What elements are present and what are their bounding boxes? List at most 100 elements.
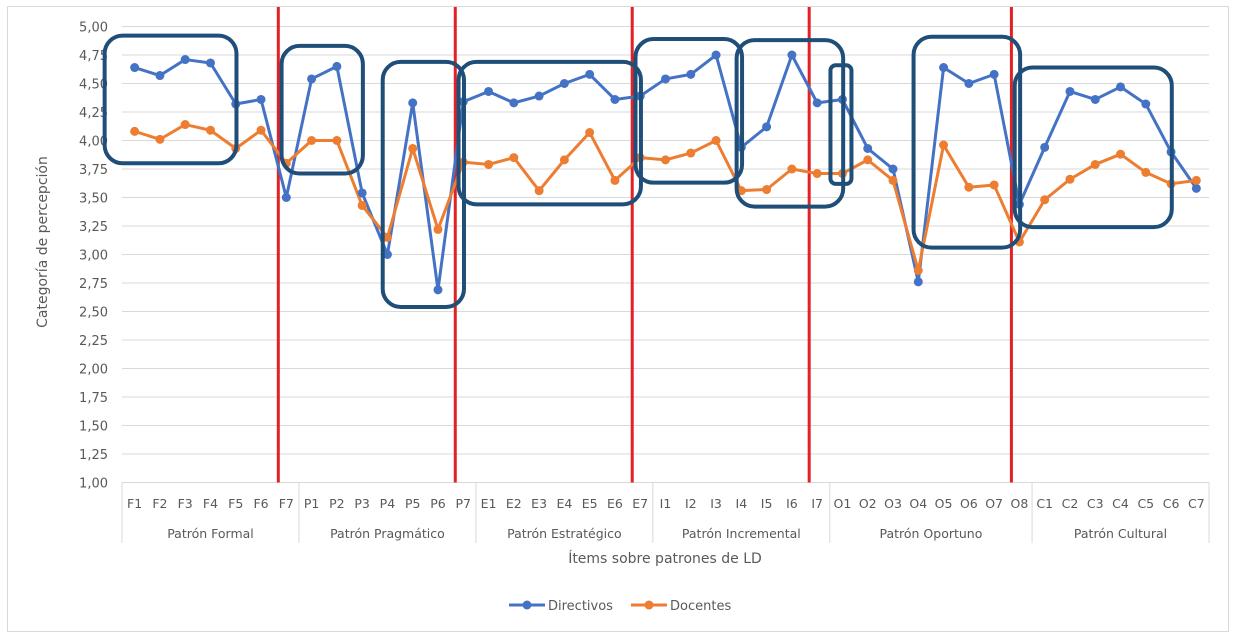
x-tick-label: I2 — [685, 496, 697, 511]
highlight-box — [279, 43, 365, 176]
data-point-directivos — [1141, 99, 1151, 109]
data-point-directivos — [408, 98, 418, 108]
data-point-docentes — [408, 143, 418, 153]
legend-item-directivos[interactable]: Directivos — [509, 599, 613, 614]
y-axis-title: Categoría de percepción — [35, 156, 51, 328]
highlight-box — [633, 37, 745, 185]
data-point-directivos — [939, 63, 949, 73]
y-tick-label: 3,25 — [79, 220, 108, 235]
data-point-docentes — [155, 134, 165, 144]
legend-item-docentes[interactable]: Docentes — [631, 599, 731, 614]
data-point-docentes — [661, 155, 670, 165]
x-tick-label: P5 — [405, 496, 421, 511]
legend: Directivos Docentes — [509, 599, 731, 614]
data-point-directivos — [1065, 86, 1075, 96]
x-tick-label: I5 — [761, 496, 773, 511]
data-point-directivos — [913, 277, 923, 287]
data-point-docentes — [1141, 167, 1151, 177]
data-point-directivos — [484, 86, 494, 96]
x-tick-label: P1 — [304, 496, 320, 511]
x-tick-label: O7 — [985, 496, 1003, 511]
data-point-docentes — [332, 136, 342, 145]
data-point-directivos — [155, 71, 165, 81]
x-tick-label: F1 — [127, 496, 142, 511]
data-point-directivos — [787, 50, 797, 60]
data-point-directivos — [256, 94, 266, 104]
x-tick-label: P6 — [430, 496, 446, 511]
y-tick-label: 3,75 — [79, 163, 108, 178]
x-tick-label: C2 — [1062, 496, 1079, 511]
x-tick-label: O1 — [834, 496, 852, 511]
data-point-docentes — [686, 148, 696, 158]
data-point-docentes — [1065, 174, 1075, 184]
highlight-box — [1012, 65, 1174, 230]
y-tick-label: 1,50 — [79, 420, 108, 435]
x-tick-label: C1 — [1036, 496, 1053, 511]
data-point-directivos — [1116, 82, 1126, 92]
x-tick-label: F3 — [178, 496, 193, 511]
x-axis-title: Ítems sobre patrones de LD — [568, 550, 762, 567]
group-label: Patrón Estratégico — [507, 526, 622, 541]
y-tick-label: 5,00 — [79, 21, 108, 36]
group-label: Patrón Incremental — [682, 526, 801, 541]
x-tick-label: P3 — [354, 496, 370, 511]
y-axis-ticks: 1,00 1,25 1,50 1,75 2,00 2,25 2,50 2,75 3,00 3,25… — [79, 21, 108, 492]
data-point-directivos — [559, 79, 569, 88]
data-point-docentes — [307, 136, 317, 145]
x-tick-label: O2 — [859, 496, 877, 511]
data-point-docentes — [256, 125, 266, 135]
x-tick-label: F2 — [152, 496, 167, 511]
data-point-docentes — [787, 164, 797, 174]
y-tick-label: 1,25 — [79, 448, 108, 463]
data-point-directivos — [382, 250, 392, 259]
data-point-directivos — [357, 188, 367, 198]
data-point-directivos — [610, 94, 620, 104]
y-tick-label: 2,00 — [79, 363, 108, 378]
data-point-directivos — [180, 55, 190, 65]
data-point-directivos — [130, 63, 140, 73]
x-tick-label: E3 — [531, 496, 547, 511]
x-tick-label: I7 — [811, 496, 823, 511]
x-tick-label: E2 — [506, 496, 522, 511]
data-point-directivos — [585, 69, 595, 79]
group-label: Patrón Oportuno — [879, 526, 982, 541]
highlight-box — [734, 38, 846, 209]
group-label: Patrón Cultural — [1074, 526, 1167, 541]
x-tick-label: P2 — [329, 496, 345, 511]
x-tick-label: I3 — [710, 496, 722, 511]
data-point-docentes — [433, 224, 443, 234]
highlight-box — [380, 59, 466, 309]
legend-label-docentes: Docentes — [670, 599, 731, 614]
x-tick-label: C3 — [1087, 496, 1104, 511]
x-tick-label: E7 — [632, 496, 648, 511]
data-point-docentes — [1191, 175, 1201, 185]
x-tick-label: O3 — [884, 496, 902, 511]
chart-frame — [7, 6, 1229, 632]
data-point-directivos — [762, 122, 772, 132]
data-point-directivos — [989, 69, 999, 79]
data-point-docentes — [913, 265, 923, 275]
x-tick-label: I6 — [786, 496, 798, 511]
data-point-docentes — [205, 125, 215, 135]
y-tick-label: 3,00 — [79, 249, 108, 264]
x-tick-label: O4 — [909, 496, 927, 511]
data-point-docentes — [382, 232, 392, 242]
highlight-boxes — [102, 33, 1174, 309]
highlight-box — [911, 34, 1023, 250]
x-tick-label: C4 — [1112, 496, 1129, 511]
data-point-directivos — [661, 74, 670, 84]
data-point-directivos — [332, 61, 342, 71]
x-tick-label: I1 — [660, 496, 672, 511]
x-tick-label: E4 — [556, 496, 572, 511]
data-point-directivos — [281, 193, 291, 202]
data-point-docentes — [357, 200, 367, 210]
data-point-directivos — [1191, 183, 1201, 193]
data-point-docentes — [964, 182, 974, 192]
group-label: Patrón Formal — [167, 526, 254, 541]
highlight-box — [456, 59, 643, 207]
data-point-docentes — [762, 185, 772, 195]
x-tick-label: F7 — [279, 496, 294, 511]
y-tick-label: 1,75 — [79, 391, 108, 406]
y-tick-label: 4,50 — [79, 78, 108, 93]
y-tick-label: 4,00 — [79, 135, 108, 150]
